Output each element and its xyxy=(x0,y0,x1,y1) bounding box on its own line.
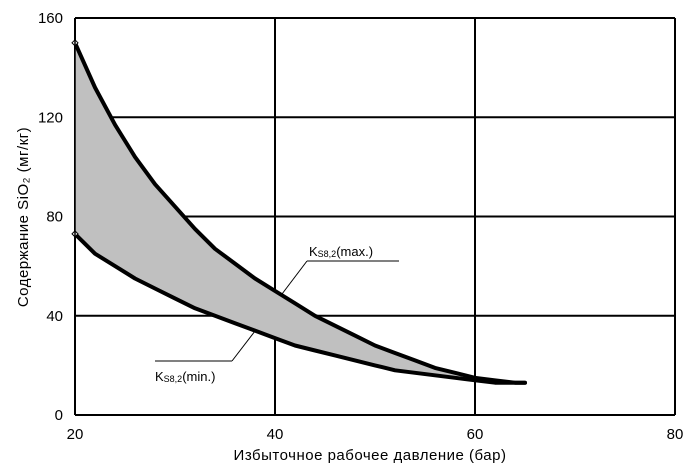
y-tick-label-160: 160 xyxy=(38,10,63,27)
y-tick-label-120: 120 xyxy=(38,109,63,126)
y-tick-label-40: 40 xyxy=(46,308,63,325)
y-tick-label-0: 0 xyxy=(55,407,63,424)
annotation-max: KS8,2(max.) xyxy=(281,244,399,295)
y-axis-title: Содержание SiO₂ (мг/кг) xyxy=(15,127,32,307)
annotation-max-sub: S8,2 xyxy=(318,249,337,259)
x-axis-title: Избыточное рабочее давление (бар) xyxy=(234,447,507,464)
tick-labels: 20 40 60 80 0 40 80 120 160 xyxy=(38,10,683,443)
annotation-max-label: KS8,2(max.) xyxy=(309,244,373,259)
series-line-min xyxy=(73,231,527,385)
annotation-min: KS8,2(min.) xyxy=(155,330,256,384)
annotation-min-tail: (min.) xyxy=(182,369,215,384)
series-line-max xyxy=(73,40,527,385)
y-tick-label-80: 80 xyxy=(46,209,63,226)
annotation-max-main: K xyxy=(309,244,318,259)
x-tick-label-20: 20 xyxy=(67,426,84,443)
shaded-band xyxy=(75,42,525,383)
x-tick-label-80: 80 xyxy=(667,426,683,443)
annotation-min-leader xyxy=(231,330,256,362)
annotation-min-label: KS8,2(min.) xyxy=(155,369,215,384)
x-tick-label-40: 40 xyxy=(267,426,284,443)
annotation-min-sub: S8,2 xyxy=(164,374,183,384)
annotation-max-tail: (max.) xyxy=(336,244,373,259)
band-fill xyxy=(75,42,525,383)
x-tick-label-60: 60 xyxy=(467,426,484,443)
plot-frame xyxy=(74,18,675,416)
annotation-min-main: K xyxy=(155,369,164,384)
annotation-max-leader xyxy=(281,260,308,295)
